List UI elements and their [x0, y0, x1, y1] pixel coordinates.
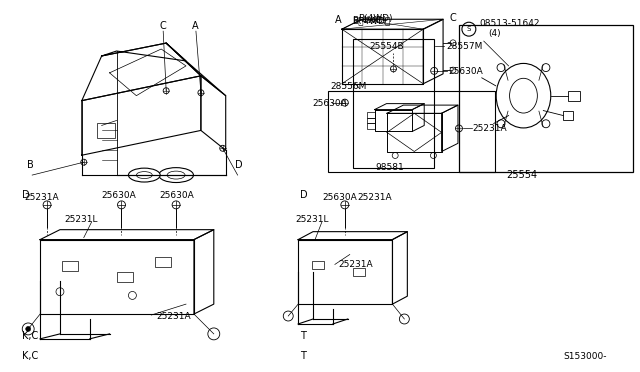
Text: S: S: [467, 26, 471, 32]
Bar: [116, 272, 132, 282]
Bar: [97, 124, 115, 138]
Text: 25630A: 25630A: [448, 67, 483, 76]
Ellipse shape: [136, 171, 152, 179]
Text: A: A: [191, 21, 198, 31]
Text: S153000-: S153000-: [563, 352, 607, 361]
Bar: [367, 124, 374, 129]
Bar: [367, 112, 374, 118]
Bar: [328, 91, 495, 172]
Text: 25231A: 25231A: [24, 193, 59, 202]
Text: B(4WD): B(4WD): [358, 14, 392, 23]
Text: 25554: 25554: [507, 170, 538, 180]
Bar: [353, 39, 434, 168]
Text: D: D: [22, 190, 30, 200]
Bar: [62, 261, 78, 270]
Bar: [563, 110, 573, 121]
Text: B(4WD): B(4WD): [352, 16, 387, 25]
Ellipse shape: [129, 168, 160, 182]
Text: T: T: [300, 331, 306, 341]
Text: 25231A: 25231A: [473, 124, 508, 134]
Text: 25231L: 25231L: [295, 215, 329, 224]
Text: 08513-51642: 08513-51642: [480, 19, 540, 28]
Text: 25630A: 25630A: [322, 193, 356, 202]
Text: 25554B: 25554B: [370, 42, 404, 51]
Text: B: B: [27, 160, 33, 170]
Text: C: C: [160, 21, 166, 31]
Text: 25231A: 25231A: [156, 312, 191, 321]
Text: A: A: [335, 15, 342, 25]
Text: 28556M: 28556M: [330, 82, 366, 91]
Text: D: D: [235, 160, 243, 170]
Text: 25630A: 25630A: [312, 99, 347, 108]
Text: 25231A: 25231A: [338, 260, 372, 269]
Text: K,C: K,C: [22, 331, 38, 341]
Circle shape: [26, 327, 31, 331]
Text: 25630A: 25630A: [159, 191, 194, 200]
Ellipse shape: [159, 168, 193, 183]
Bar: [568, 91, 580, 101]
Text: 28557M: 28557M: [446, 42, 483, 51]
Text: 25231L: 25231L: [64, 215, 97, 224]
Text: T: T: [300, 351, 306, 361]
Text: 98581: 98581: [376, 163, 404, 172]
Text: (4): (4): [489, 29, 501, 38]
Text: B〨4WD〩: B〨4WD〩: [352, 16, 390, 25]
Text: 25231A: 25231A: [358, 193, 392, 202]
Text: C: C: [449, 13, 456, 23]
Text: 25630A: 25630A: [102, 191, 136, 200]
Text: K,C: K,C: [22, 351, 38, 361]
Bar: [367, 118, 374, 124]
Bar: [312, 262, 324, 269]
Text: D: D: [300, 190, 308, 200]
Bar: [459, 25, 633, 172]
Bar: [156, 257, 171, 267]
Ellipse shape: [167, 171, 185, 179]
Bar: [353, 268, 365, 276]
